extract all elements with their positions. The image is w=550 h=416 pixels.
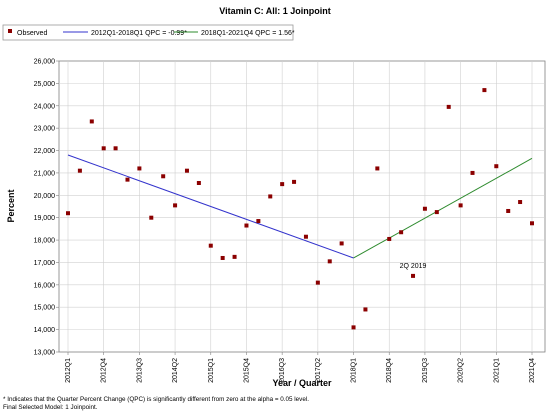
y-tick-label: 20,000: [34, 193, 56, 200]
observed-point: [208, 243, 213, 248]
observed-point: [315, 280, 320, 285]
y-tick-label: 24,000: [34, 103, 56, 110]
y-tick-label: 25,000: [34, 81, 56, 88]
observed-point: [530, 221, 534, 226]
observed-points: [66, 88, 534, 330]
y-tick-label: 21,000: [34, 170, 56, 177]
observed-point: [101, 146, 106, 151]
footnote-model: Final Selected Model: 1 Joinpoint.: [3, 404, 98, 411]
plot-area: [58, 60, 546, 353]
annotations: 2Q 2019: [400, 263, 427, 270]
observed-point: [149, 215, 154, 220]
observed-point: [363, 307, 368, 312]
observed-point: [422, 206, 427, 211]
x-tick-label: 2021Q1: [493, 358, 500, 383]
observed-point: [173, 203, 178, 208]
x-tick-label: 2018Q1: [351, 358, 358, 383]
trend-line-segment-2: [353, 157, 533, 259]
y-tick-label: 23,000: [34, 126, 56, 133]
trend-lines: [67, 154, 533, 259]
observed-point: [482, 88, 487, 93]
x-tick-label: 2016Q3: [279, 358, 286, 383]
y-axis: 13,000 14,000 15,000 16,000 17,000 18,000 19,0…: [34, 59, 59, 357]
observed-point: [399, 230, 404, 235]
observed-point: [161, 174, 166, 179]
x-axis-title: Year / Quarter: [272, 378, 332, 388]
legend-segment1-label: 2012Q1-2018Q1 QPC = -0.99*: [91, 30, 187, 37]
x-tick-label: 2018Q4: [386, 358, 393, 383]
x-tick-label: 2012Q1: [65, 358, 72, 383]
y-tick-label: 17,000: [34, 260, 56, 267]
observed-point: [387, 236, 392, 241]
observed-point: [113, 146, 118, 151]
observed-point: [292, 179, 297, 184]
x-tick-label: 2021Q4: [529, 358, 536, 383]
legend-observed-label: Observed: [17, 30, 47, 37]
observed-point: [66, 211, 70, 216]
observed-point: [77, 168, 82, 173]
observed-point: [470, 170, 475, 175]
observed-point: [232, 254, 237, 259]
observed-point: [89, 119, 94, 124]
observed-point: [446, 104, 451, 109]
observed-point: [256, 219, 261, 224]
y-tick-label: 22,000: [34, 148, 56, 155]
footnote-significance: * Indicates that the Quarter Percent Cha…: [3, 396, 309, 403]
observed-point: [339, 241, 344, 246]
y-tick-label: 15,000: [34, 305, 56, 312]
legend-segment2-label: 2018Q1-2021Q4 QPC = 1.56*: [201, 30, 295, 37]
y-tick-label: 18,000: [34, 238, 56, 245]
legend: Observed 2012Q1-2018Q1 QPC = -0.99* 2018…: [2, 24, 295, 41]
y-axis-title: Percent: [6, 189, 16, 222]
y-tick-label: 26,000: [34, 59, 56, 66]
x-tick-label: 2015Q4: [243, 358, 250, 383]
observed-point: [268, 194, 273, 199]
chart-title: Vitamin C: All: 1 Joinpoint: [219, 6, 331, 16]
observed-point: [411, 273, 416, 278]
legend-observed-marker: [8, 29, 12, 33]
y-tick-label: 19,000: [34, 215, 56, 222]
x-tick-label: 2013Q3: [136, 358, 143, 383]
observed-point: [518, 200, 523, 205]
x-tick-label: 2020Q2: [458, 358, 465, 383]
x-tick-label: 2015Q1: [208, 358, 215, 383]
x-tick-label: 2014Q2: [172, 358, 179, 383]
observed-point: [458, 203, 463, 208]
observed-point: [196, 180, 201, 185]
observed-point: [303, 234, 308, 239]
observed-point: [125, 177, 130, 182]
x-axis: 2012Q1 2012Q4 2013Q3 2014Q2 2015Q1 2015Q4 2016…: [65, 352, 536, 383]
y-tick-label: 16,000: [34, 282, 56, 289]
observed-point: [434, 210, 439, 215]
observed-point: [244, 223, 249, 228]
x-tick-label: 2019Q3: [422, 358, 429, 383]
annotation-label: 2Q 2019: [400, 263, 427, 270]
trend-line-segment-1: [67, 154, 354, 259]
observed-point: [351, 325, 356, 330]
observed-point: [375, 166, 380, 171]
observed-point: [327, 259, 332, 264]
legend-box: [2, 24, 294, 41]
observed-point: [494, 164, 499, 169]
observed-point: [184, 168, 189, 173]
x-tick-label: 2012Q4: [101, 358, 108, 383]
y-tick-label: 14,000: [34, 327, 56, 334]
observed-point: [220, 255, 225, 260]
y-tick-label: 13,000: [34, 350, 56, 357]
observed-point: [280, 182, 285, 187]
observed-point: [137, 166, 142, 171]
x-tick-label: 2017Q2: [315, 358, 322, 383]
observed-point: [506, 208, 511, 213]
grid-lines: [59, 61, 545, 352]
